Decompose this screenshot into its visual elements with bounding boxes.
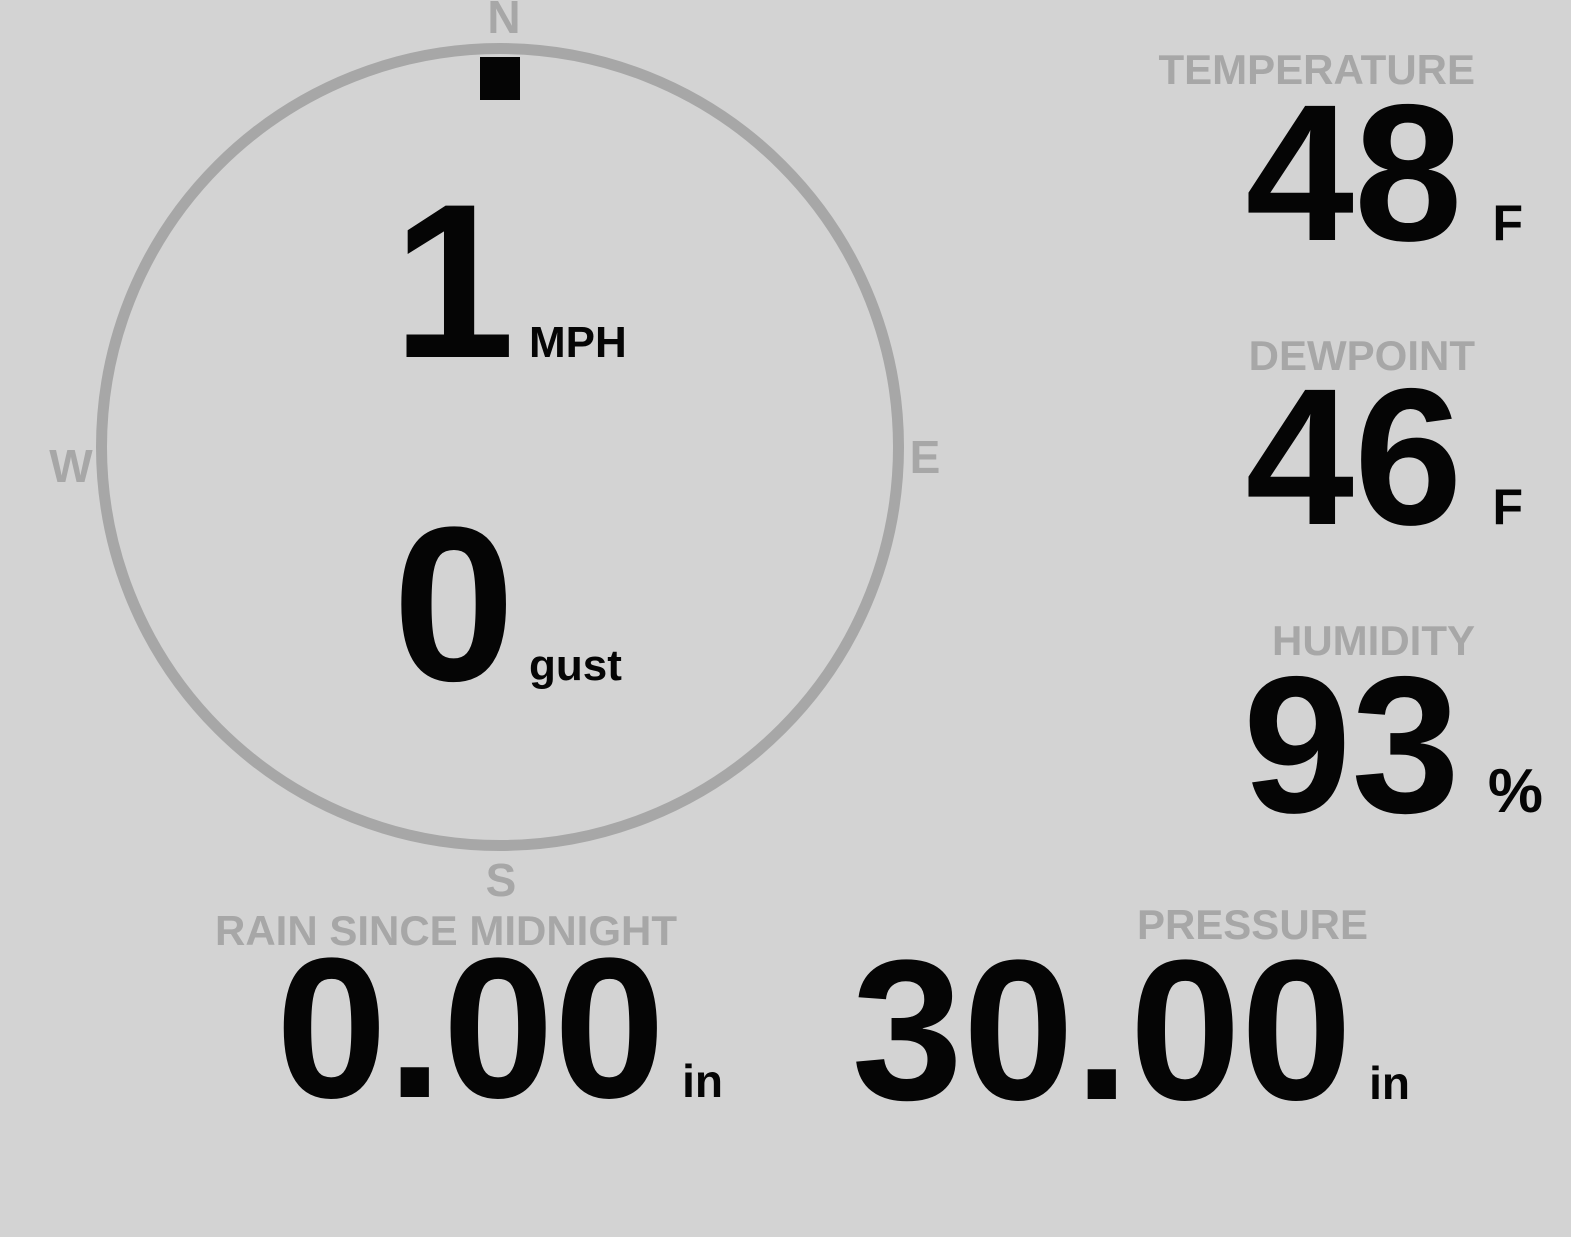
dewpoint-label: DEWPOINT	[1248, 332, 1475, 379]
wind-speed-value: 1	[392, 158, 515, 404]
humidity-value: 93	[1242, 636, 1460, 854]
wind-direction-marker-icon	[480, 57, 520, 100]
dewpoint-value: 46	[1245, 348, 1463, 566]
rain-value: 0.00	[275, 917, 666, 1140]
humidity-unit: %	[1487, 757, 1543, 826]
rain-metric: 0.00 in	[276, 929, 723, 1129]
dewpoint-unit: F	[1492, 479, 1523, 535]
compass-cardinal-east: E	[909, 431, 941, 483]
pressure-unit: in	[1369, 1057, 1410, 1109]
compass-cardinal-west: W	[49, 440, 93, 492]
humidity-metric: 93 %	[1243, 648, 1543, 843]
dewpoint-metric: 46 F	[1246, 360, 1523, 555]
wind-gust-value: 0	[392, 481, 515, 727]
compass-cardinal-south: S	[485, 854, 517, 906]
pressure-metric: 30.00 in	[852, 931, 1410, 1131]
compass-ring	[96, 43, 904, 851]
compass-cardinal-north: N	[487, 0, 521, 43]
temperature-label: TEMPERATURE	[1158, 46, 1475, 93]
humidity-label: HUMIDITY	[1272, 617, 1475, 664]
temperature-value: 48	[1245, 64, 1463, 282]
wind-gust: 0 gust	[385, 494, 622, 714]
wind-speed-unit: MPH	[529, 318, 627, 367]
temperature-metric: 48 F	[1246, 76, 1523, 271]
pressure-label: PRESSURE	[1136, 901, 1368, 948]
rain-label: RAIN SINCE MIDNIGHT	[215, 907, 677, 954]
wind-speed: 1 MPH	[385, 171, 627, 391]
wind-gust-unit: gust	[529, 641, 622, 690]
temperature-unit: F	[1492, 195, 1523, 251]
rain-unit: in	[682, 1055, 723, 1107]
pressure-value: 30.00	[851, 919, 1353, 1142]
wind-compass: N E S W 1 MPH 0 gust	[0, 0, 1000, 910]
